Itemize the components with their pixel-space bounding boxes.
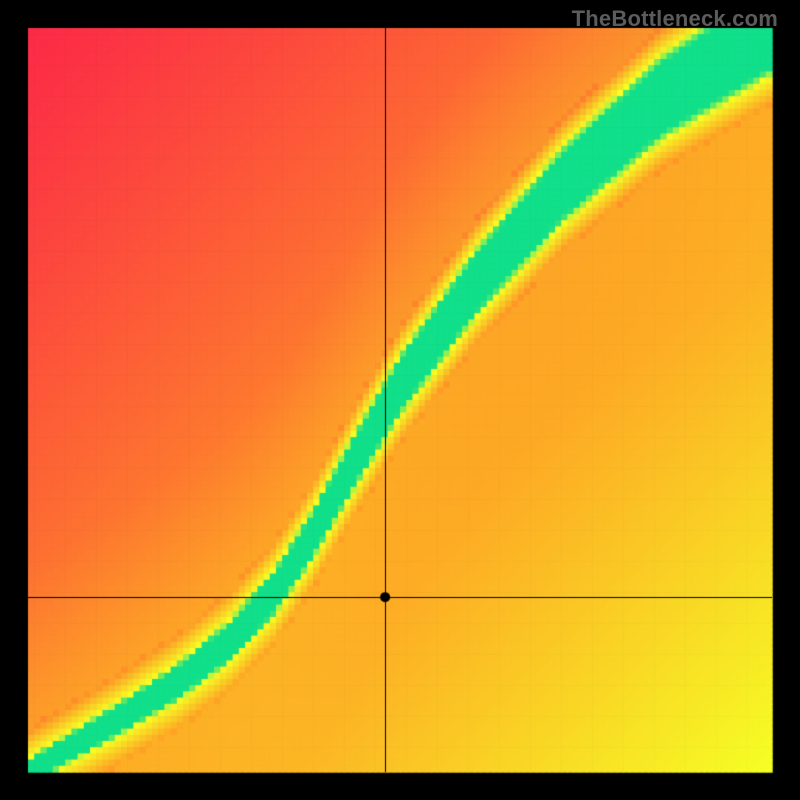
chart-container: TheBottleneck.com xyxy=(0,0,800,800)
bottleneck-heatmap xyxy=(0,0,800,800)
watermark-label: TheBottleneck.com xyxy=(572,6,778,32)
